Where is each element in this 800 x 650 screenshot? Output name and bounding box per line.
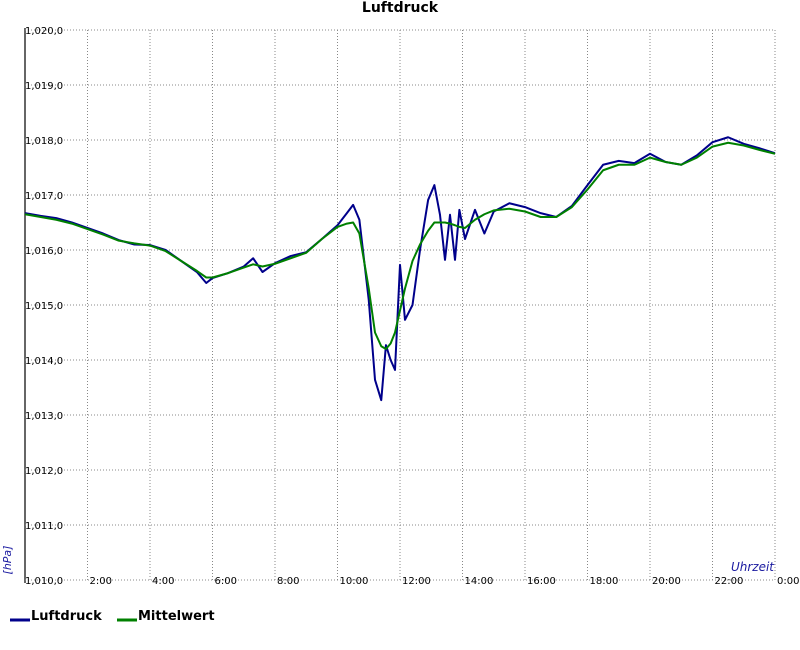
x-tick-label: 16:00 — [527, 576, 556, 587]
legend-label: Mittelwert — [138, 609, 215, 624]
legend-label: Luftdruck — [31, 609, 102, 624]
chart-title: Luftdruck — [362, 0, 439, 16]
x-tick-label: 2:00 — [90, 576, 112, 587]
line-series — [24, 141, 776, 350]
y-tick-label: 1,016,0 — [25, 246, 63, 257]
x-axis-label: Uhrzeit — [731, 560, 775, 574]
x-tick-label: 8:00 — [277, 576, 299, 587]
x-tick-label: 20:00 — [652, 576, 681, 587]
x-tick-label: 14:00 — [465, 576, 494, 587]
y-tick-label: 1,011,0 — [25, 521, 63, 532]
y-tick-label: 1,014,0 — [25, 356, 63, 367]
y-tick-label: 1,010,0 — [25, 576, 63, 587]
x-tick-label: 18:00 — [590, 576, 619, 587]
x-tick-label: 6:00 — [215, 576, 237, 587]
y-tick-label: 1,019,0 — [25, 81, 63, 92]
x-tick-label: 12:00 — [402, 576, 431, 587]
y-tick-label: 1,017,0 — [25, 191, 63, 202]
y-tick-label: 1,013,0 — [25, 411, 63, 422]
x-tick-label: 22:00 — [715, 576, 744, 587]
x-tick-label: 4:00 — [152, 576, 174, 587]
x-tick-label: 10:00 — [340, 576, 369, 587]
y-tick-label: 1,012,0 — [25, 466, 63, 477]
y-tick-label: 1,020,0 — [25, 26, 63, 37]
y-axis-label: [hPa] — [1, 546, 14, 575]
y-tick-label: 1,015,0 — [25, 301, 63, 312]
x-tick-label: 0:00 — [777, 576, 799, 587]
y-tick-label: 1,018,0 — [25, 136, 63, 147]
